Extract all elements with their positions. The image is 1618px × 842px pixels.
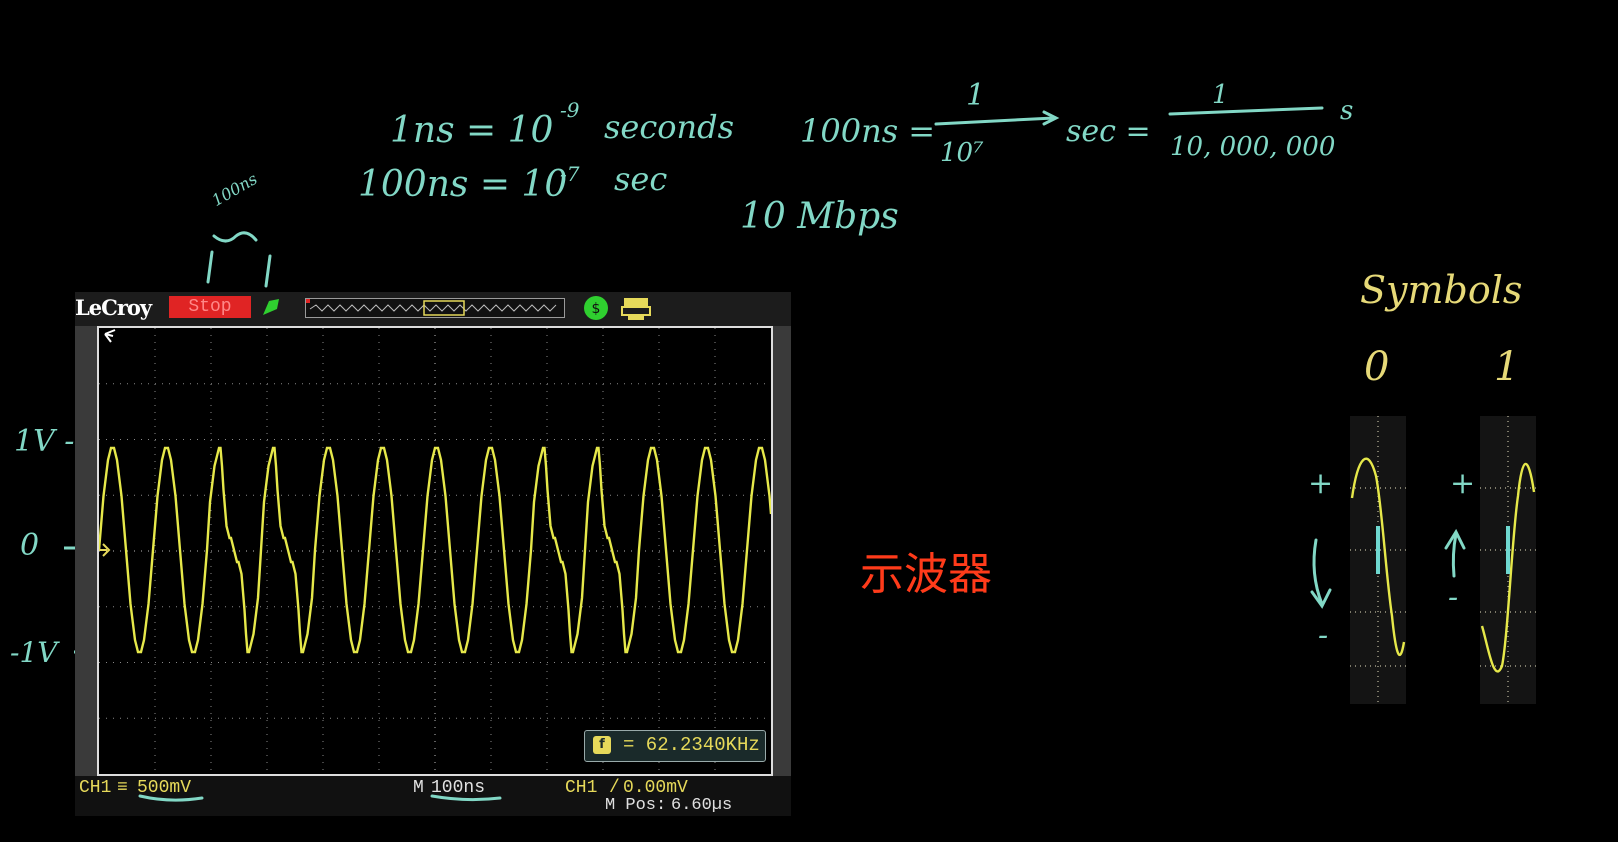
symbols-title: Symbols bbox=[1360, 268, 1523, 312]
fraction-bar-1 bbox=[934, 116, 1056, 126]
note-100ns-text: 100ns = 10 bbox=[358, 164, 568, 205]
note-1ns-text: 1ns = 10 bbox=[390, 110, 554, 151]
mpos-value: 6.60µs bbox=[671, 796, 733, 815]
bracket-right bbox=[264, 254, 272, 288]
note-fraction-lhs: 100ns = bbox=[800, 112, 936, 150]
note-frac2-unit: s bbox=[1340, 96, 1354, 126]
note-frac2-num: 1 bbox=[1212, 80, 1229, 110]
ch1-coupling-icon: ≡ bbox=[117, 778, 128, 798]
settings-gear-icon[interactable]: $ bbox=[582, 294, 610, 322]
oscilloscope-screenshot: LeCroy Stop $ CH1 bbox=[75, 292, 791, 816]
symbol-0-panel bbox=[1350, 416, 1406, 704]
note-10mbps: 10 Mbps bbox=[740, 196, 899, 237]
bracket-left bbox=[206, 250, 214, 284]
ch1-trace bbox=[99, 446, 771, 654]
symbol-1-waveform bbox=[1480, 416, 1536, 704]
symbol-1-label: 1 bbox=[1494, 344, 1520, 390]
graticule bbox=[99, 328, 771, 774]
memory-wave-icon bbox=[306, 299, 557, 316]
down-arrow-icon bbox=[1312, 538, 1324, 606]
symbol-0-plus: + bbox=[1308, 466, 1334, 501]
memory-depth-bar[interactable] bbox=[305, 298, 565, 318]
symbol-0-minus: - bbox=[1318, 618, 1329, 653]
cursor-marker-icon bbox=[104, 329, 116, 343]
ch1-label: CH1 bbox=[79, 778, 112, 798]
note-plus-1v: 1V - bbox=[14, 424, 75, 459]
timebase-label: M bbox=[413, 778, 424, 798]
caption-oscilloscope: 示波器 bbox=[860, 549, 992, 600]
scope-toolbar: LeCroy Stop $ bbox=[75, 292, 791, 326]
note-frac1-den: 10⁷ bbox=[940, 138, 984, 168]
note-frac2-den: 10, 000, 000 bbox=[1170, 132, 1336, 162]
trigger-slope-icon: / bbox=[609, 778, 620, 798]
symbol-0-waveform bbox=[1350, 416, 1406, 704]
note-1ns-unit: seconds bbox=[604, 108, 735, 146]
note-100ns-exponent: -7 bbox=[560, 162, 580, 186]
symbol-0-label: 0 bbox=[1364, 344, 1390, 390]
up-arrow-icon bbox=[1451, 532, 1458, 578]
note-fraction-sec: sec = bbox=[1066, 114, 1151, 149]
note-minus-1v: -1V bbox=[10, 636, 58, 669]
symbol-1-panel bbox=[1480, 416, 1536, 704]
frequency-readout: f = 62.2340KHz bbox=[584, 730, 766, 762]
scope-display bbox=[97, 326, 773, 776]
run-stop-status[interactable]: Stop bbox=[169, 296, 251, 318]
mpos-label: M Pos: bbox=[605, 796, 667, 815]
note-zero-v: 0 bbox=[20, 528, 40, 563]
waveform-plot bbox=[99, 328, 771, 774]
note-1ns-exponent: -9 bbox=[560, 98, 580, 122]
trigger-source[interactable]: CH1 bbox=[565, 778, 598, 798]
symbol-1-minus: - bbox=[1448, 580, 1459, 615]
fraction-arrow bbox=[1042, 110, 1060, 126]
note-frac1-num: 1 bbox=[966, 78, 986, 113]
fraction-bar-2 bbox=[1168, 106, 1324, 116]
print-icon[interactable] bbox=[620, 295, 652, 321]
frequency-icon: f bbox=[593, 736, 611, 754]
ch1-volts-div[interactable]: 500mV bbox=[137, 778, 192, 798]
trigger-level[interactable]: 0.00mV bbox=[623, 778, 688, 798]
bracket-wave bbox=[212, 231, 258, 243]
trigger-icon[interactable] bbox=[259, 295, 283, 319]
scope-status-bar: CH1 ≡ 500mV M 100ns CH1 / 0.00mV M Pos: … bbox=[75, 776, 791, 816]
ch1-ground-marker-icon bbox=[99, 543, 111, 557]
svg-text:$: $ bbox=[592, 301, 601, 317]
timebase-value[interactable]: 100ns bbox=[431, 778, 486, 798]
frequency-value: = 62.2340KHz bbox=[623, 734, 760, 756]
note-100ns-unit: sec bbox=[614, 160, 668, 198]
symbol-1-plus: + bbox=[1450, 466, 1476, 501]
note-bracket-label: 100ns bbox=[208, 169, 261, 210]
brand-logo: LeCroy bbox=[75, 295, 152, 320]
